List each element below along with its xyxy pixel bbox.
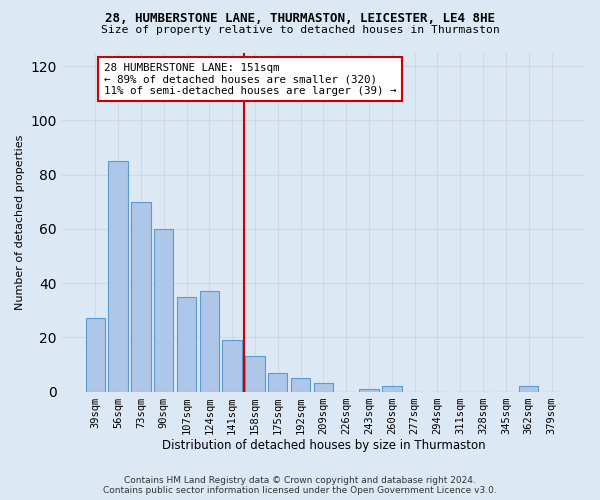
Bar (314, 384, 333, 392)
Bar (359, 389, 379, 392)
Bar (245, 356, 265, 392)
X-axis label: Distribution of detached houses by size in Thurmaston: Distribution of detached houses by size … (161, 440, 485, 452)
Y-axis label: Number of detached properties: Number of detached properties (15, 134, 25, 310)
Text: Size of property relative to detached houses in Thurmaston: Size of property relative to detached ho… (101, 25, 499, 35)
Bar (200, 291, 219, 392)
Bar (131, 202, 151, 392)
Bar (291, 378, 310, 392)
Bar (519, 386, 538, 392)
Bar (154, 229, 173, 392)
Bar (86, 318, 105, 392)
Bar (382, 386, 401, 392)
Text: 28 HUMBERSTONE LANE: 151sqm
← 89% of detached houses are smaller (320)
11% of se: 28 HUMBERSTONE LANE: 151sqm ← 89% of det… (104, 62, 396, 96)
Text: Contains public sector information licensed under the Open Government Licence v3: Contains public sector information licen… (103, 486, 497, 495)
Text: Contains HM Land Registry data © Crown copyright and database right 2024.: Contains HM Land Registry data © Crown c… (124, 476, 476, 485)
Bar (223, 340, 242, 392)
Bar (109, 161, 128, 392)
Bar (177, 296, 196, 392)
Text: 28, HUMBERSTONE LANE, THURMASTON, LEICESTER, LE4 8HE: 28, HUMBERSTONE LANE, THURMASTON, LEICES… (105, 12, 495, 26)
Bar (268, 372, 287, 392)
